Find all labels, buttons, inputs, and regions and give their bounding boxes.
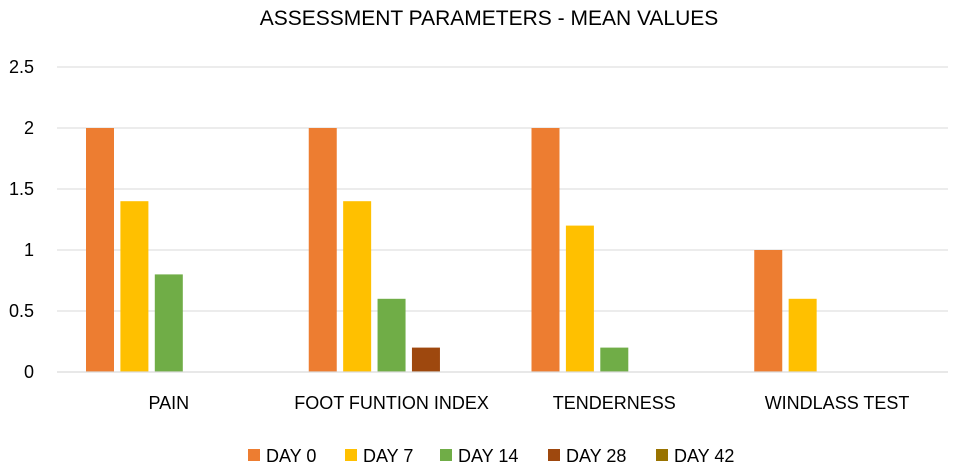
bar-day-7-3 bbox=[788, 298, 817, 372]
y-tick-label: 2 bbox=[24, 118, 34, 138]
bar-day-28-1 bbox=[411, 347, 440, 372]
bars bbox=[86, 128, 817, 372]
bar-day-0-2 bbox=[531, 128, 560, 372]
bar-day-7-2 bbox=[565, 225, 594, 372]
legend-swatch bbox=[345, 449, 357, 461]
y-tick-label: 0 bbox=[24, 362, 34, 382]
legend-label: DAY 28 bbox=[566, 446, 626, 466]
bar-day-0-3 bbox=[754, 250, 783, 372]
category-label: FOOT FUNTION INDEX bbox=[294, 393, 489, 413]
y-tick-label: 2.5 bbox=[9, 57, 34, 77]
legend: DAY 0 DAY 7 DAY 14 DAY 28 DAY 42 bbox=[248, 446, 734, 466]
y-tick-label: 0.5 bbox=[9, 301, 34, 321]
y-tick-label: 1.5 bbox=[9, 179, 34, 199]
bar-day-7-1 bbox=[343, 201, 372, 372]
legend-swatch bbox=[656, 449, 668, 461]
legend-label: DAY 14 bbox=[458, 446, 518, 466]
legend-swatch bbox=[440, 449, 452, 461]
legend-swatch bbox=[548, 449, 560, 461]
bar-day-0-1 bbox=[308, 128, 337, 372]
legend-label: DAY 42 bbox=[674, 446, 734, 466]
legend-swatch bbox=[248, 449, 260, 461]
legend-label: DAY 0 bbox=[266, 446, 316, 466]
gridlines bbox=[57, 66, 948, 312]
bar-day-14-1 bbox=[377, 298, 406, 372]
chart-title: ASSESSMENT PARAMETERS - MEAN VALUES bbox=[260, 7, 719, 30]
bar-day-7-0 bbox=[120, 201, 149, 372]
category-label: WINDLASS TEST bbox=[765, 393, 910, 413]
legend-label: DAY 7 bbox=[363, 446, 413, 466]
category-label: PAIN bbox=[148, 393, 189, 413]
bar-day-0-0 bbox=[86, 128, 114, 372]
y-tick-label: 1 bbox=[24, 240, 34, 260]
y-axis-ticks: 0 0.5 1 1.5 2 2.5 bbox=[9, 57, 34, 382]
category-labels: PAIN FOOT FUNTION INDEX TENDERNESS WINDLASS… bbox=[148, 393, 909, 413]
bar-day-14-0 bbox=[154, 274, 183, 372]
bar-day-14-2 bbox=[600, 347, 629, 372]
category-label: TENDERNESS bbox=[553, 393, 676, 413]
